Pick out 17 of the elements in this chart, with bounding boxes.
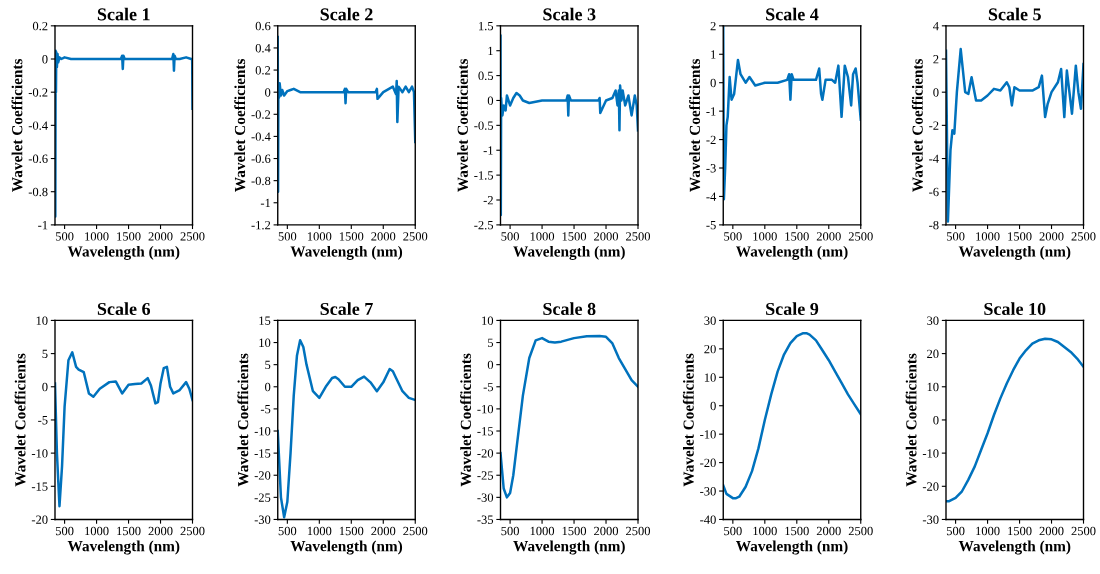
chart-title: Scale 9: [766, 302, 819, 316]
chart-title: Scale 5: [988, 7, 1041, 21]
line-series: [946, 337, 1084, 503]
chart-title: Scale 3: [543, 7, 596, 21]
chart-title: Scale 10: [984, 302, 1046, 316]
line-series: [55, 49, 193, 218]
chart-title: Scale 2: [320, 7, 373, 21]
chart-title: Scale 6: [97, 302, 151, 316]
chart-title: Scale 1: [97, 7, 150, 21]
line-series: [723, 331, 861, 500]
line-series: [500, 334, 638, 499]
line-series: [55, 351, 193, 508]
line-series: [500, 34, 638, 217]
line-series: [277, 35, 416, 193]
chart-title: Scale 8: [543, 302, 596, 316]
chart-title: Scale 7: [320, 302, 373, 316]
chart-title: Scale 4: [766, 7, 819, 21]
